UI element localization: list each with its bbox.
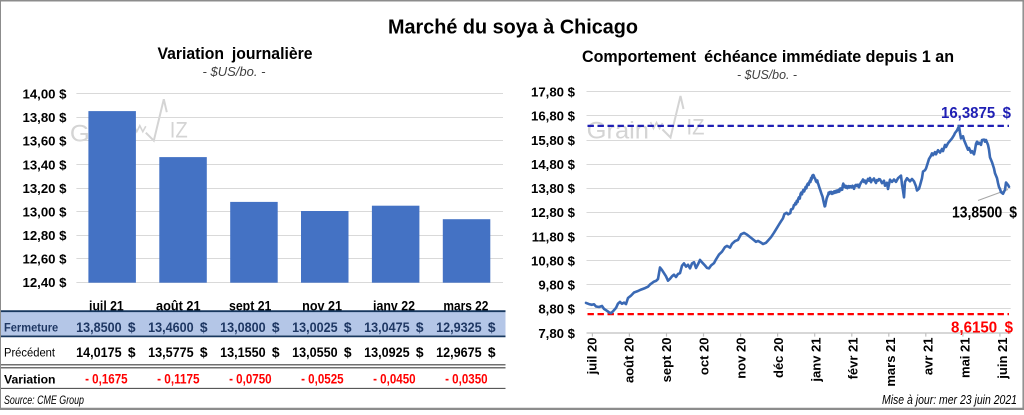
svg-text:$: $	[416, 345, 424, 360]
svg-text:$: $	[200, 320, 208, 335]
svg-text:août 21: août 21	[156, 298, 201, 313]
svg-text:$: $	[128, 320, 136, 335]
svg-text:avr 21: avr 21	[920, 338, 935, 376]
svg-text:13,80 $: 13,80 $	[23, 110, 68, 125]
svg-text:12,9325: 12,9325	[436, 320, 482, 335]
svg-text:9,80 $: 9,80 $	[538, 278, 575, 293]
svg-text:13,20 $: 13,20 $	[23, 181, 68, 196]
svg-text:14,00 $: 14,00 $	[23, 87, 68, 102]
svg-text:8,80 $: 8,80 $	[538, 302, 575, 317]
svg-text:$: $	[200, 345, 208, 360]
svg-text:7,80 $: 7,80 $	[538, 326, 575, 341]
svg-text:14,0175: 14,0175	[76, 345, 122, 360]
svg-text:mars 21: mars 21	[883, 338, 898, 387]
svg-text:Comportement échéance immédiat: Comportement échéance immédiate depuis 1…	[582, 47, 954, 66]
svg-text:13,5775: 13,5775	[148, 345, 194, 360]
svg-text:$: $	[128, 345, 136, 360]
svg-text:12,80 $: 12,80 $	[531, 205, 576, 220]
svg-text:$: $	[272, 320, 280, 335]
svg-text:janv 21: janv 21	[808, 338, 823, 383]
svg-text:Source: CME Group: Source: CME Group	[4, 395, 84, 407]
svg-text:12,80 $: 12,80 $	[23, 228, 68, 243]
svg-text:13,80 $: 13,80 $	[531, 181, 576, 196]
svg-text:sept 21: sept 21	[229, 298, 272, 313]
svg-text:IZ: IZ	[170, 118, 188, 143]
svg-text:- 0,0350: - 0,0350	[445, 371, 488, 386]
svg-text:13,8500: 13,8500	[76, 320, 122, 335]
svg-text:16,80 $: 16,80 $	[531, 109, 576, 124]
svg-text:12,9675: 12,9675	[436, 345, 482, 360]
svg-text:- $US/bo. -: - $US/bo. -	[737, 67, 798, 82]
svg-text:12,40 $: 12,40 $	[23, 275, 68, 290]
svg-text:11,80 $: 11,80 $	[532, 229, 576, 244]
svg-text:Fermeture: Fermeture	[4, 321, 58, 335]
svg-text:Marché du soya à Chicago: Marché du soya à Chicago	[388, 17, 638, 39]
svg-text:- 0,1175: - 0,1175	[157, 371, 200, 386]
svg-text:13,1550: 13,1550	[220, 345, 266, 360]
svg-text:12,60 $: 12,60 $	[23, 252, 68, 267]
svg-text:$: $	[344, 345, 352, 360]
svg-text:févr 21: févr 21	[846, 338, 861, 380]
svg-text:- 0,0450: - 0,0450	[373, 371, 416, 386]
svg-text:13,0475: 13,0475	[364, 320, 410, 335]
svg-text:13,40 $: 13,40 $	[23, 157, 68, 172]
svg-text:13,60 $: 13,60 $	[23, 134, 68, 149]
svg-text:14,80 $: 14,80 $	[531, 157, 576, 172]
svg-text:janv 22: janv 22	[372, 298, 415, 313]
svg-text:13,00 $: 13,00 $	[23, 204, 68, 219]
svg-text:$: $	[416, 320, 424, 335]
svg-text:Précédent: Précédent	[4, 345, 56, 359]
svg-text:$: $	[488, 320, 496, 335]
svg-text:IZ: IZ	[687, 115, 705, 140]
svg-text:sept 20: sept 20	[659, 338, 674, 383]
svg-text:13,0025: 13,0025	[292, 320, 338, 335]
svg-text:oct 20: oct 20	[696, 338, 711, 376]
svg-text:mars 22: mars 22	[443, 298, 488, 313]
svg-text:16,3875 $: 16,3875 $	[941, 105, 1011, 122]
svg-text:13,0800: 13,0800	[220, 320, 266, 335]
svg-text:10,80 $: 10,80 $	[531, 253, 576, 268]
svg-text:mai 21: mai 21	[958, 338, 973, 378]
svg-text:8,6150 $: 8,6150 $	[951, 320, 1013, 337]
svg-text:nov 20: nov 20	[734, 338, 749, 379]
svg-text:$: $	[272, 345, 280, 360]
svg-text:déc 20: déc 20	[771, 338, 786, 378]
svg-text:13,8500 $: 13,8500 $	[952, 205, 1017, 222]
svg-text:13,0550: 13,0550	[292, 345, 338, 360]
svg-text:Grain: Grain	[587, 117, 649, 144]
svg-text:Variation: Variation	[4, 372, 56, 386]
svg-text:Variation journalière: Variation journalière	[158, 44, 313, 63]
svg-text:$: $	[488, 345, 496, 360]
svg-text:13,4600: 13,4600	[148, 320, 194, 335]
svg-text:- 0,0525: - 0,0525	[301, 371, 344, 386]
svg-text:13,0925: 13,0925	[364, 345, 410, 360]
svg-text:- 0,1675: - 0,1675	[85, 371, 128, 386]
svg-text:- $US/bo. -: - $US/bo. -	[203, 64, 267, 79]
svg-text:$: $	[344, 320, 352, 335]
svg-text:- 0,0750: - 0,0750	[229, 371, 272, 386]
svg-text:Mise à jour: mer 23 juin 2021: Mise à jour: mer 23 juin 2021	[882, 393, 1017, 407]
svg-text:15,80 $: 15,80 $	[531, 133, 576, 148]
svg-text:17,80 $: 17,80 $	[531, 85, 576, 100]
svg-text:juil 21: juil 21	[88, 298, 124, 313]
svg-text:août 20: août 20	[622, 338, 637, 384]
svg-text:juil 20: juil 20	[584, 338, 599, 376]
svg-text:juin 21: juin 21	[995, 338, 1010, 380]
svg-text:nov 21: nov 21	[302, 298, 342, 313]
